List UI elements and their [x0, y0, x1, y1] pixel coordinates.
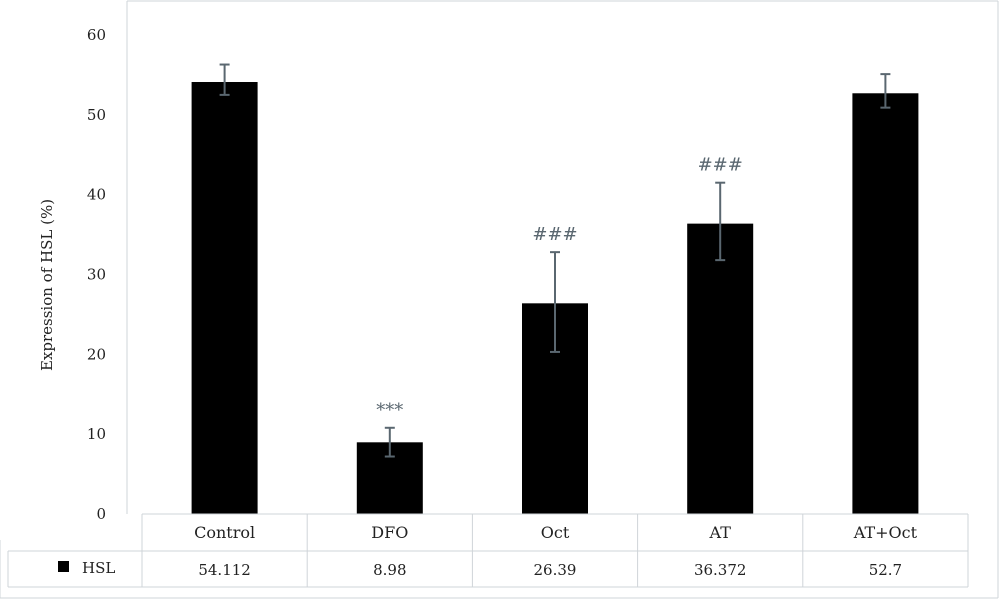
value-label: 8.98	[373, 561, 406, 579]
value-label: 54.112	[198, 561, 251, 579]
y-axis: 0 10 20 30 40 50 60	[87, 26, 106, 523]
bar-at-oct	[852, 93, 919, 515]
error-bar	[880, 73, 891, 109]
category-label: AT+Oct	[853, 523, 918, 542]
data-table: Control 54.112 DFO 8.98 Oct 26.39 AT 36.372 AT+O…	[7, 513, 969, 588]
error-bars	[219, 63, 891, 458]
y-tick-label: 20	[87, 345, 106, 363]
significance-mark: ###	[698, 155, 743, 176]
significance-marks: *** ### ###	[376, 155, 743, 421]
legend-swatch	[58, 561, 69, 572]
y-tick-label: 50	[87, 106, 106, 124]
category-label: Oct	[541, 523, 570, 542]
category-label: AT	[709, 523, 732, 542]
y-tick-label: 60	[87, 26, 106, 44]
y-tick-label: 40	[87, 186, 106, 204]
value-label: 52.7	[869, 561, 902, 579]
category-label: Control	[194, 523, 255, 542]
significance-mark: ***	[376, 400, 403, 421]
error-bar	[384, 426, 395, 458]
y-axis-label: Expression of HSL (%)	[38, 199, 56, 371]
error-bar	[550, 251, 560, 353]
significance-mark: ###	[532, 224, 577, 245]
y-tick-label: 30	[87, 266, 106, 284]
category-label: DFO	[371, 523, 408, 542]
y-tick-label: 0	[96, 505, 106, 523]
value-label: 26.39	[534, 561, 577, 579]
error-bar	[715, 181, 726, 262]
bar-control	[191, 82, 258, 515]
legend-label: HSL	[82, 559, 115, 577]
value-label: 36.372	[694, 561, 747, 579]
y-tick-label: 10	[87, 425, 106, 443]
bar-at	[687, 223, 754, 515]
error-bar	[219, 63, 230, 96]
